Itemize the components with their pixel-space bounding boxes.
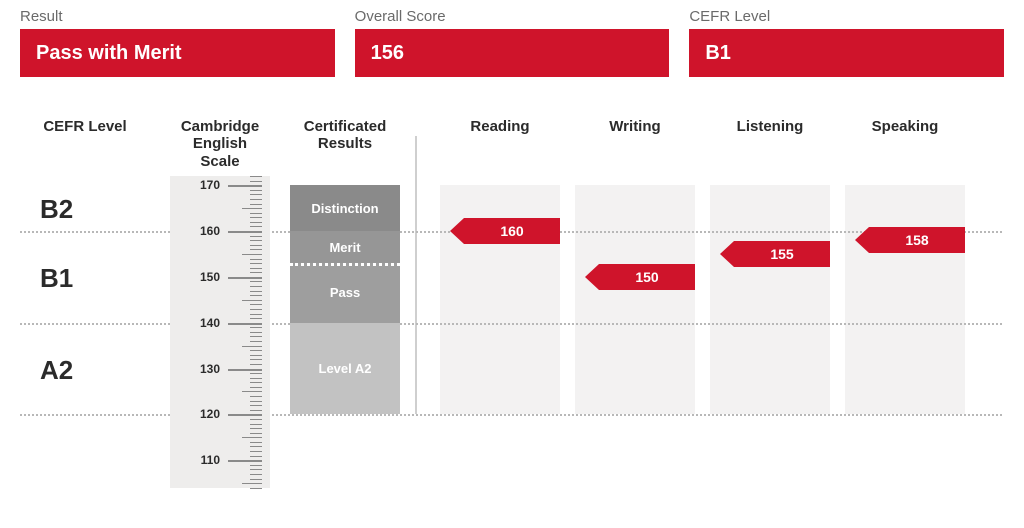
cefr-level-a2: A2	[40, 355, 73, 386]
score-marker-writing: 150	[599, 264, 695, 290]
gridline	[20, 414, 1002, 416]
cert-band-merit: Merit	[290, 231, 400, 263]
score-marker-speaking: 158	[869, 227, 965, 253]
cefr-level-b1: B1	[40, 263, 73, 294]
scale-tick-label: 130	[200, 362, 220, 376]
result-label: Result	[20, 8, 335, 25]
result-value: Pass with Merit	[20, 29, 335, 77]
scale-tick-label: 110	[201, 453, 220, 467]
vertical-separator	[415, 136, 417, 414]
skill-col-listening	[710, 185, 830, 414]
col-head-listening: Listening	[710, 118, 830, 135]
scale-tick-label: 150	[200, 270, 220, 284]
skill-col-speaking	[845, 185, 965, 414]
col-head-writing: Writing	[575, 118, 695, 135]
col-head-scale: Cambridge English Scale	[170, 118, 270, 170]
scale-tick-label: 140	[200, 316, 220, 330]
cefr-level-b2: B2	[40, 194, 73, 225]
cert-band-distinction: Distinction	[290, 185, 400, 231]
scale-tick-label: 160	[200, 224, 220, 238]
gridline	[20, 323, 1002, 325]
score-chart: CEFR Level Cambridge English Scale Certifi…	[20, 118, 1014, 518]
cefr-block: CEFR Level B1	[689, 8, 1004, 77]
result-block: Result Pass with Merit	[20, 8, 335, 77]
cefr-level-label: CEFR Level	[689, 8, 1004, 25]
score-block: Overall Score 156	[355, 8, 670, 77]
cefr-level-value: B1	[689, 29, 1004, 77]
cert-band-pass: Pass	[290, 263, 400, 323]
score-marker-listening: 155	[734, 241, 830, 267]
score-marker-reading: 160	[464, 218, 560, 244]
col-head-reading: Reading	[440, 118, 560, 135]
overall-score-value: 156	[355, 29, 670, 77]
overall-score-label: Overall Score	[355, 8, 670, 25]
skill-col-writing	[575, 185, 695, 414]
scale-ruler: 110 120 130 140 150 160 170	[170, 176, 270, 488]
cert-band-divider	[290, 263, 400, 266]
scale-tick-label: 170	[200, 178, 220, 192]
header-row: Result Pass with Merit Overall Score 156…	[20, 8, 1004, 77]
col-head-speaking: Speaking	[845, 118, 965, 135]
cert-band-level-a2: Level A2	[290, 323, 400, 415]
col-head-results: Certificated Results	[290, 118, 400, 153]
col-head-cefr: CEFR Level	[20, 118, 150, 135]
scale-tick-label: 120	[200, 407, 220, 421]
